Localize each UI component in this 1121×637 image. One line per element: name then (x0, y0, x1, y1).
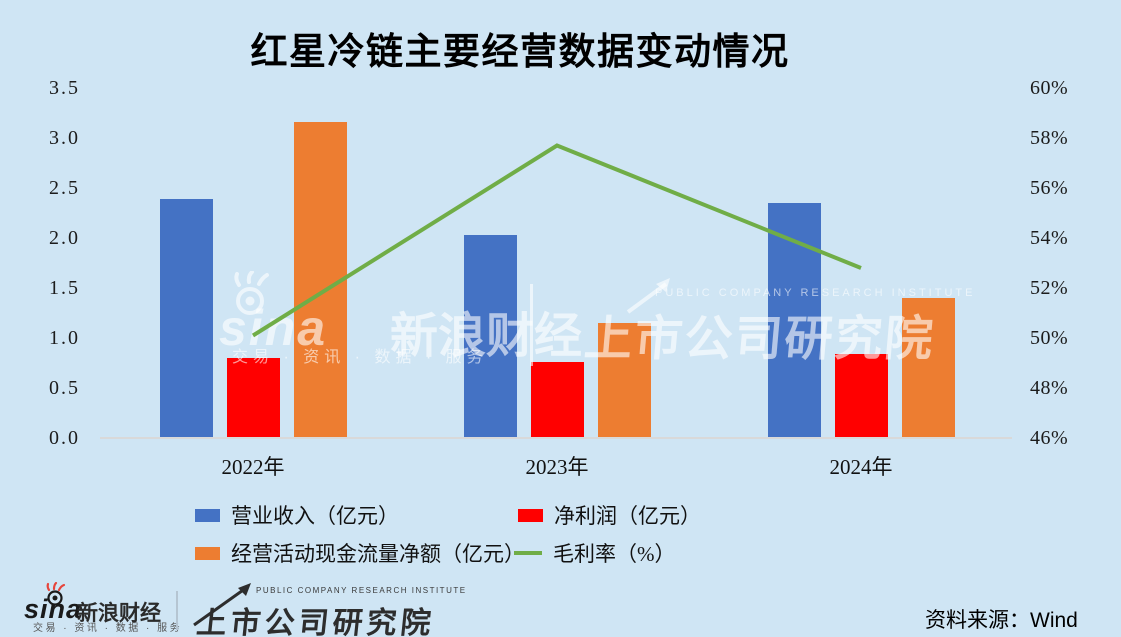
legend-label: 营业收入（亿元） (231, 504, 399, 528)
right-axis-tick: 50% (1030, 327, 1069, 349)
right-axis-tick: 54% (1030, 227, 1069, 249)
left-axis-tick: 0.5 (49, 377, 80, 399)
cash-flow-swatch-icon (195, 546, 220, 560)
left-axis-tick: 2.5 (49, 177, 80, 199)
left-axis-tick: 1.5 (49, 277, 80, 299)
legend-label: 毛利率（%） (553, 542, 676, 566)
right-axis-tick: 46% (1030, 427, 1069, 449)
bar-经营活动现金流量净额（亿元）-2023年 (597, 323, 651, 438)
right-axis-tick: 60% (1030, 77, 1069, 99)
right-axis-tick: 48% (1030, 377, 1069, 399)
x-axis-label: 2024年 (829, 455, 893, 479)
left-axis-tick: 3.0 (49, 127, 80, 149)
footer-divider (176, 591, 178, 630)
chart-title: 红星冷链主要经营数据变动情况 (250, 31, 790, 72)
watermark-arrow-icon (626, 278, 670, 314)
bar-净利润（亿元）-2023年 (530, 362, 584, 438)
bar-净利润（亿元）-2024年 (834, 354, 888, 438)
sina-eye-watermark-icon (234, 271, 269, 315)
legend-item-revenue: 营业收入（亿元） (195, 502, 399, 528)
sina-finance-logo-text: 新浪财经 (77, 602, 161, 625)
right-axis-tick: 58% (1030, 127, 1069, 149)
legend-label: 经营活动现金流量净额（亿元） (231, 542, 525, 566)
institute-logo-text: 上市公司研究院 (194, 607, 437, 637)
sina-logo-text: sina (24, 594, 83, 624)
right-axis-tick: 56% (1030, 177, 1069, 199)
data-source-label: 资料来源：Wind (925, 609, 1078, 632)
net-profit-swatch-icon (518, 508, 543, 522)
bar-营业收入（亿元）-2024年 (767, 203, 821, 438)
bar-经营活动现金流量净额（亿元）-2022年 (293, 122, 347, 438)
sina-tagline: 交易 · 资讯 · 数据 · 服务 (33, 623, 183, 634)
right-axis-tick: 52% (1030, 277, 1069, 299)
left-axis-tick: 3.5 (49, 77, 80, 99)
legend-item-gross-margin: 毛利率（%） (514, 540, 676, 566)
left-axis-tick: 2.0 (49, 227, 80, 249)
x-axis-line (100, 437, 1012, 439)
bar-营业收入（亿元）-2022年 (159, 199, 213, 438)
left-axis-tick: 1.0 (49, 327, 80, 349)
x-axis-label: 2022年 (221, 455, 285, 479)
legend-item-cash-flow: 经营活动现金流量净额（亿元） (195, 540, 525, 566)
gross-margin-line-swatch-icon (514, 551, 542, 555)
legend-item-net-profit: 净利润（亿元） (518, 502, 701, 528)
left-axis-tick: 0.0 (49, 427, 80, 449)
sina-eye-logo-icon (46, 582, 66, 606)
bar-经营活动现金流量净额（亿元）-2024年 (901, 298, 955, 438)
bar-净利润（亿元）-2022年 (226, 358, 280, 438)
bar-营业收入（亿元）-2023年 (463, 235, 517, 438)
legend-label: 净利润（亿元） (554, 504, 701, 528)
institute-en-label: PUBLIC COMPANY RESEARCH INSTITUTE (256, 586, 467, 595)
watermark-divider (530, 284, 533, 366)
revenue-swatch-icon (195, 508, 220, 522)
institute-arrow-icon (193, 583, 251, 627)
x-axis-label: 2023年 (525, 455, 589, 479)
